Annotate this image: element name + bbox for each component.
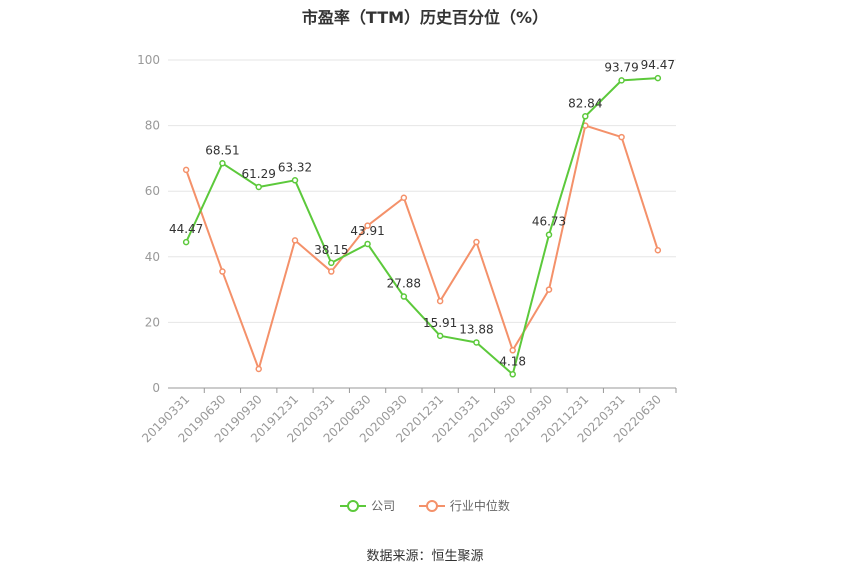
legend-swatch-company xyxy=(340,499,367,512)
legend-item-industry-median[interactable]: 行业中位数 xyxy=(418,497,510,514)
data-label: 68.51 xyxy=(205,143,239,157)
data-label: 82.84 xyxy=(568,96,602,110)
data-point xyxy=(436,297,444,305)
data-point xyxy=(364,222,371,229)
y-tick-label: 20 xyxy=(145,315,160,329)
data-point xyxy=(291,177,299,184)
data-point xyxy=(255,183,262,191)
series-line-company xyxy=(185,77,658,376)
data-point xyxy=(618,133,625,141)
data-point xyxy=(182,166,190,174)
data-point xyxy=(400,194,408,202)
data-label: 15.91 xyxy=(423,316,457,330)
y-tick-label: 40 xyxy=(145,250,160,264)
data-point xyxy=(473,238,480,246)
y-tick-label: 100 xyxy=(137,53,160,67)
y-tick-label: 0 xyxy=(152,381,160,395)
data-point xyxy=(654,246,662,254)
legend-label-company: 公司 xyxy=(371,499,396,513)
y-tick-label: 60 xyxy=(145,184,160,198)
y-tick-label: 80 xyxy=(145,119,160,133)
series-lines xyxy=(182,74,662,378)
data-label: 63.32 xyxy=(278,160,312,174)
data-point xyxy=(654,74,662,82)
legend-item-company[interactable]: 公司 xyxy=(340,497,395,514)
data-label: 93.79 xyxy=(604,60,638,74)
data-point xyxy=(400,293,408,300)
legend: 公司 行业中位数 xyxy=(0,497,850,515)
data-point xyxy=(618,77,625,84)
data-label: 27.88 xyxy=(387,277,421,291)
data-point xyxy=(255,365,262,373)
data-label: 4.18 xyxy=(499,354,526,368)
data-source: 数据来源：恒生聚源 xyxy=(366,549,484,564)
axes: 0204060801002019033120190630201909302019… xyxy=(137,53,677,445)
data-point xyxy=(291,237,299,244)
data-point xyxy=(328,268,335,275)
data-point xyxy=(473,339,480,346)
data-label: 94.47 xyxy=(641,58,675,72)
series-line-industry-median xyxy=(185,124,659,370)
data-point xyxy=(219,160,226,167)
chart-title: 市盈率（TTM）历史百分位（%） xyxy=(301,8,549,27)
data-label: 46.73 xyxy=(532,215,566,229)
data-point xyxy=(509,347,516,354)
legend-label-industry-median: 行业中位数 xyxy=(449,499,510,513)
data-label: 38.15 xyxy=(314,243,348,257)
data-point xyxy=(436,332,444,340)
data-label: 43.91 xyxy=(350,224,384,238)
legend-swatch-industry-median xyxy=(418,499,445,512)
data-label: 13.88 xyxy=(459,322,493,336)
data-point xyxy=(545,231,553,238)
data-point xyxy=(509,371,516,378)
data-point xyxy=(182,238,190,246)
data-label: 44.47 xyxy=(169,222,203,236)
data-point xyxy=(364,240,371,248)
data-point xyxy=(328,259,335,267)
data-point xyxy=(545,286,553,293)
data-point xyxy=(582,113,589,120)
grid-lines xyxy=(168,59,676,323)
data-label: 61.29 xyxy=(242,167,276,181)
data-point xyxy=(219,268,226,275)
